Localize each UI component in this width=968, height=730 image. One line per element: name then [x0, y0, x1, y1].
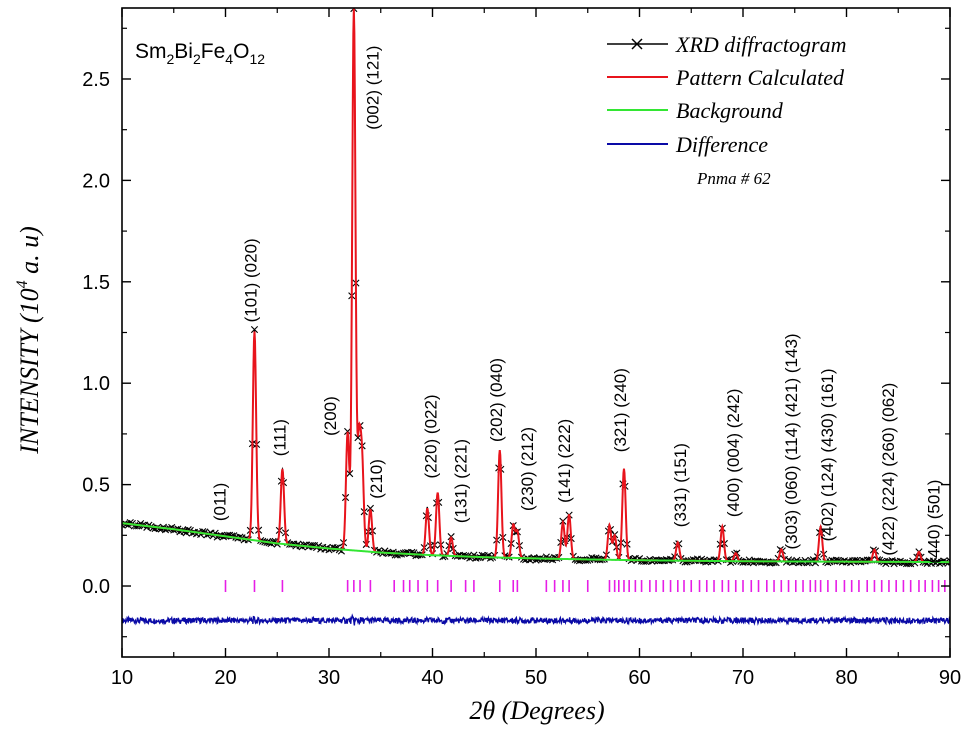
hkl-annotation: (230) (212): [518, 427, 537, 511]
hkl-annotation: (101) (020): [242, 238, 261, 322]
hkl-annotation: (303) (060) (114) (421) (143): [782, 333, 801, 549]
hkl-annotation: (131) (221): [452, 439, 471, 523]
x-tick-label: 60: [628, 667, 650, 689]
hkl-annotation: (422) (224) (260) (062): [879, 383, 898, 556]
axes-layer: 10 20 30 40 50 60 70 80 90 0.0 0.5 1.0 1.5 2.0 2.5: [82, 7, 961, 689]
xrd-point: [250, 325, 259, 334]
series-difference-line: [122, 613, 950, 626]
y-tick-label: 0.0: [82, 576, 110, 598]
hkl-annotation: (200): [321, 396, 340, 436]
hkl-annotation: (111): [271, 419, 290, 456]
hkl-annotation: (321) (240): [611, 368, 630, 452]
x-tick-label: 50: [525, 667, 547, 689]
xrd-point: [366, 504, 374, 512]
xrd-point: [344, 427, 352, 436]
y-tick-label: 1.0: [82, 373, 110, 395]
plot-area: [122, 8, 950, 626]
legend-label-xrd: XRD diffractogram: [675, 32, 847, 57]
x-tick-label: 20: [214, 667, 236, 689]
legend-label-difference: Difference: [675, 132, 768, 157]
legend: XRD diffractogram Pattern Calculated Bac…: [607, 32, 847, 188]
x-tick-label: 40: [421, 667, 443, 689]
series-background-line: [122, 522, 950, 564]
hkl-annotation: (141) (222): [555, 419, 574, 503]
hkl-annotation: (210): [367, 459, 386, 499]
hkl-annotation: (440) (501): [925, 480, 944, 564]
xrd-point: [346, 470, 354, 478]
hkl-annotation: (331) (151): [671, 443, 690, 527]
hkl-annotation: (202) (040): [487, 358, 506, 442]
legend-entry-xrd: XRD diffractogram: [607, 32, 847, 57]
x-tick-label: 90: [939, 667, 961, 689]
space-group-label: Pnma # 62: [696, 169, 771, 188]
y-tick-label: 0.5: [82, 475, 110, 497]
hkl-annotation: (400) (004) (242): [724, 389, 743, 518]
xrd-point: [940, 557, 948, 565]
hkl-annotation: (220) (022): [422, 394, 441, 478]
y-tick-label: 2.0: [82, 170, 110, 192]
xrd-point: [710, 556, 718, 564]
x-tick-label: 70: [732, 667, 754, 689]
legend-label-calculated: Pattern Calculated: [675, 65, 845, 90]
legend-entry-difference: Difference: [607, 132, 768, 157]
legend-entry-calculated: Pattern Calculated: [607, 65, 845, 90]
x-tick-label: 80: [835, 667, 857, 689]
x-axis-title: 2θ (Degrees): [469, 696, 604, 725]
y-tick-label: 1.5: [82, 272, 110, 294]
xrd-point: [702, 558, 710, 566]
x-tick-label: 30: [318, 667, 340, 689]
hkl-annotation: (011): [211, 483, 230, 521]
marks-layer: (011) (101) (020) (111) (200) (002) (121) (21…: [122, 8, 950, 626]
compound-label: Sm2Bi2Fe4O12: [135, 40, 265, 67]
hkl-annotation: (402) (124) (430) (161): [818, 368, 837, 541]
legend-label-background: Background: [676, 98, 784, 123]
legend-entry-background: Background: [607, 98, 784, 123]
hkl-annotation: (002) (121): [364, 46, 383, 130]
y-axis-title: INTENSITY (104 a. u): [14, 226, 44, 455]
x-tick-label: 10: [111, 667, 133, 689]
y-tick-label: 2.5: [82, 69, 110, 91]
xrd-point: [354, 434, 362, 442]
